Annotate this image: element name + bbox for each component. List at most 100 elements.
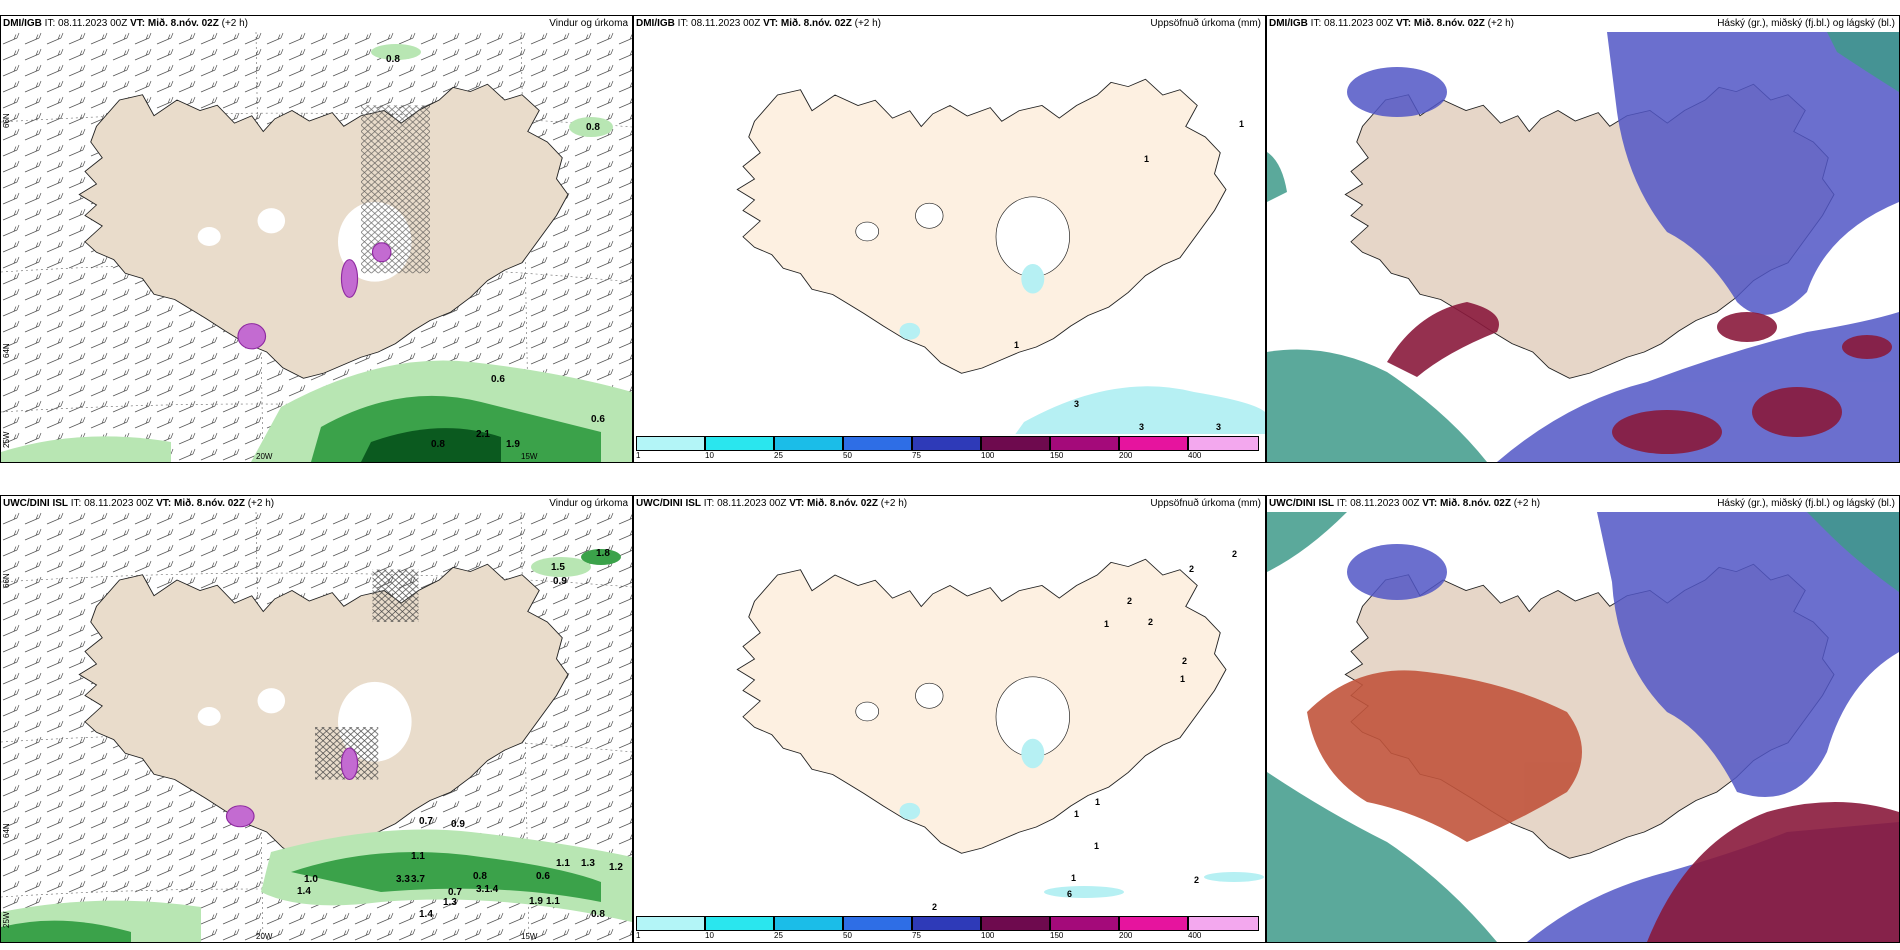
valid-time-label: VT: [1396, 18, 1412, 29]
model-name: UWC/DINI ISL [636, 498, 701, 509]
colorbar-tick: 400 [1188, 451, 1202, 460]
glacier-hofsjokull [855, 701, 880, 722]
value-label: 1.3 [581, 858, 595, 869]
colorbar-tick: 150 [1050, 931, 1064, 940]
low-clouds [1307, 670, 1899, 942]
accum-precip-map: 2 2 2 1 2 2 1 1 1 1 6 2 2 1 [736, 549, 1264, 912]
lon-label: 15W [521, 452, 538, 461]
wind-precip-map: 0.8 0.8 0.6 0.6 2.1 1.9 0.8 20W 15W 66N … [1, 32, 632, 462]
lead-time: (+2 h) [247, 498, 275, 509]
value-label: 1.1 [411, 851, 425, 862]
iceland-land [736, 558, 1227, 854]
panel-header: DMI/IGB IT: 08.11.2023 00Z VT: Mið. 8.nó… [1, 16, 632, 32]
accum-area [1021, 264, 1045, 294]
valid-time-label: VT: [130, 18, 146, 29]
colorbar-tick: 100 [981, 931, 995, 940]
value-label: 2 [932, 902, 937, 912]
value-label: 1.9 [506, 439, 520, 450]
value-label: 1 [1071, 873, 1076, 883]
value-label: 2 [1189, 564, 1194, 574]
colorbar-tick: 200 [1119, 931, 1133, 940]
value-label: 3 [1074, 399, 1079, 409]
cloud-map [1267, 512, 1899, 942]
accum-area [1044, 886, 1124, 898]
accum-area [899, 322, 921, 340]
value-label: 0.8 [431, 439, 445, 450]
valid-time: Mið. 8.nóv. 02Z [174, 498, 245, 509]
value-label: 0.7 [448, 887, 462, 898]
init-time: IT: 08.11.2023 00Z [1336, 498, 1420, 509]
lead-time: (+2 h) [1513, 498, 1541, 509]
precip-colorbar: 1 10 25 50 75 100 150 200 400 [634, 914, 1265, 942]
lead-time: (+2 h) [880, 498, 908, 509]
value-label: 0.8 [586, 122, 600, 133]
lon-label: 15W [521, 932, 538, 941]
value-label: 3.3 [396, 874, 410, 885]
colorbar-swatch [981, 916, 1050, 931]
precip-cell-3 [237, 323, 267, 350]
colorbar-swatch [705, 916, 774, 931]
low-clouds [1387, 302, 1892, 454]
precip-cell-2 [225, 805, 255, 828]
value-label: 0.8 [386, 54, 400, 65]
lat-label: 64N [2, 343, 11, 358]
axis-labels: 20W 15W 66N 64N 25W [2, 573, 538, 941]
glacier-langjokull [915, 202, 944, 229]
value-label: 1 [1094, 841, 1099, 851]
panel-header: UWC/DINI ISL IT: 08.11.2023 00Z VT: Mið.… [1267, 496, 1899, 512]
valid-time-label: VT: [763, 18, 779, 29]
valid-time-label: VT: [1422, 498, 1438, 509]
value-label: 0.9 [451, 819, 465, 830]
value-label: 1.2 [609, 862, 623, 873]
value-label: 3.7 [411, 874, 425, 885]
panel-title: Uppsöfnuð úrkoma (mm) [1150, 18, 1261, 29]
value-label: 0.6 [591, 414, 605, 425]
rain-bands [1, 44, 632, 462]
glacier-langjokull [257, 688, 286, 714]
model-name: UWC/DINI ISL [1269, 498, 1334, 509]
valid-time: Mið. 8.nóv. 02Z [780, 18, 852, 29]
panel-uwc-accum-precip: UWC/DINI ISL IT: 08.11.2023 00Z VT: Mið.… [633, 495, 1266, 943]
model-name: DMI/IGB [3, 18, 42, 29]
valid-time: Mið. 8.nóv. 02Z [1413, 18, 1485, 29]
colorbar-tick: 100 [981, 451, 995, 460]
value-label: 0.9 [553, 576, 567, 587]
value-label: 2 [1182, 656, 1187, 666]
colorbar-swatch [1119, 916, 1188, 931]
high-clouds [1267, 512, 1899, 942]
glacier-hofsjokull [197, 707, 221, 726]
precip-cell-2 [371, 242, 392, 263]
panel-uwc-wind-precip: UWC/DINI ISL IT: 08.11.2023 00Z VT: Mið.… [0, 495, 633, 943]
value-label: 1 [1014, 340, 1019, 350]
lat-label: 25W [2, 911, 11, 928]
colorbar-tick: 25 [774, 451, 783, 460]
colorbar-tick: 25 [774, 931, 783, 940]
colorbar-tick: 150 [1050, 451, 1064, 460]
colorbar-tick: 400 [1188, 931, 1202, 940]
lat-label: 66N [2, 573, 11, 588]
colorbar-tick: 10 [705, 451, 714, 460]
accum-area [899, 802, 921, 820]
colorbar-tick: 50 [843, 931, 852, 940]
value-label: 1.3 [443, 897, 457, 908]
lon-label: 20W [256, 932, 273, 941]
accum-area [1204, 872, 1264, 882]
valid-time-label: VT: [789, 498, 805, 509]
hatched-area [372, 569, 419, 622]
panel-title: Háský (gr.), miðský (fj.bl.) og lágský (… [1717, 498, 1895, 509]
model-name: DMI/IGB [1269, 18, 1308, 29]
value-label: 3 [1216, 422, 1221, 432]
colorbar-swatch [1050, 436, 1119, 451]
value-label: 0.8 [473, 871, 487, 882]
valid-time: Mið. 8.nóv. 02Z [1440, 498, 1511, 509]
panel-header: DMI/IGB IT: 08.11.2023 00Z VT: Mið. 8.nó… [634, 16, 1265, 32]
value-label: 2.1 [476, 429, 490, 440]
colorbar-swatch [843, 436, 912, 451]
accum-values: 2 2 2 1 2 2 1 1 1 1 6 2 2 1 [932, 549, 1237, 912]
lat-label: 64N [2, 823, 11, 838]
valid-time: Mið. 8.nóv. 02Z [807, 498, 878, 509]
init-time: IT: 08.11.2023 00Z [1310, 18, 1394, 29]
hatched-area [361, 105, 430, 274]
value-label: 0.6 [491, 374, 505, 385]
precip-colorbar: 1 10 25 50 75 100 150 200 400 [634, 434, 1265, 462]
